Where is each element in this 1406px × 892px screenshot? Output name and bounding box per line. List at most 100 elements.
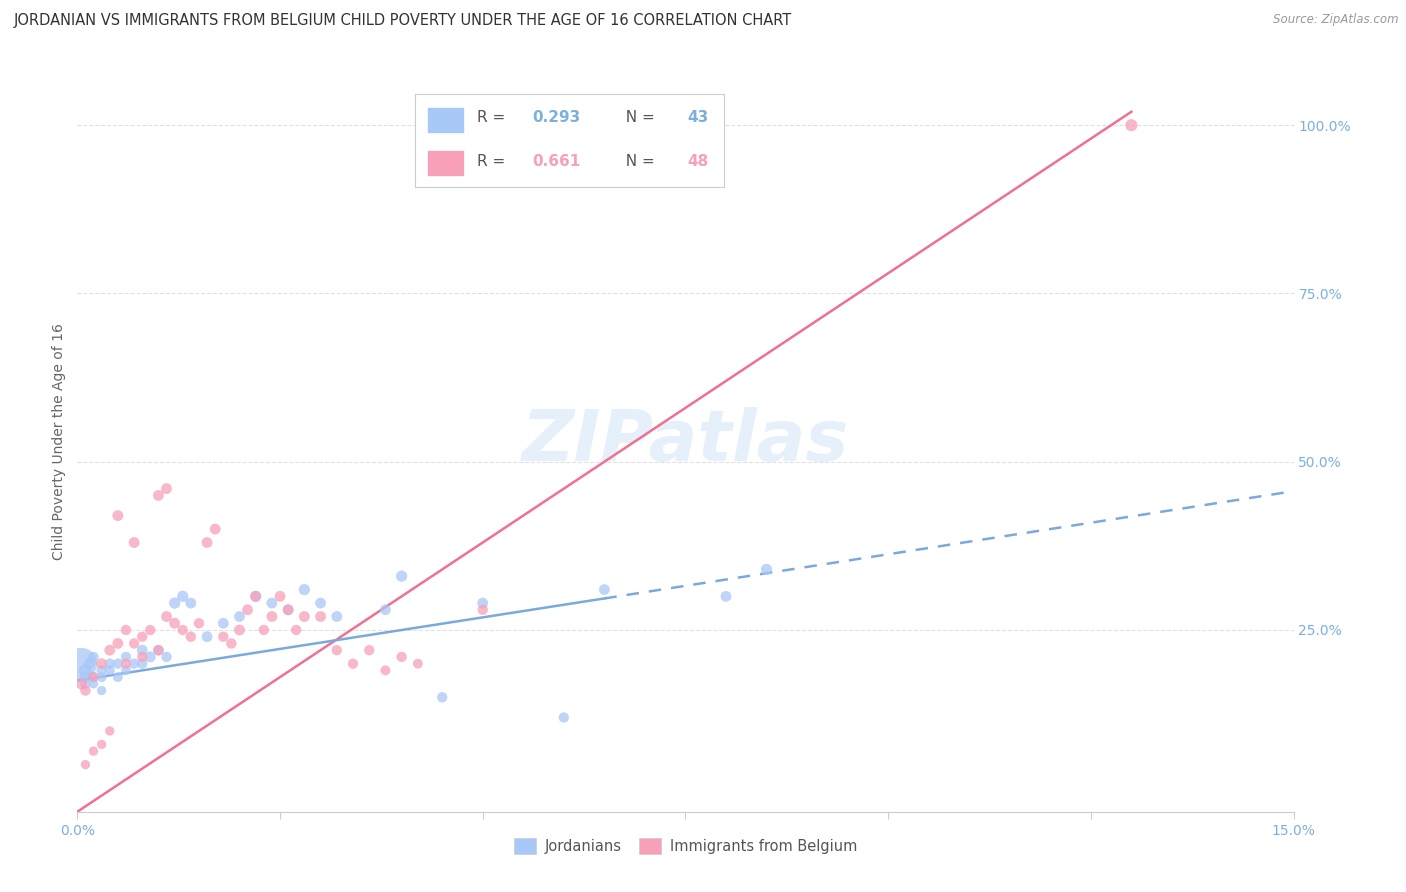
Point — [180, 630, 202, 644]
Point — [115, 649, 138, 664]
Point — [83, 670, 105, 684]
Point — [406, 657, 429, 671]
Point — [245, 590, 267, 604]
Point — [98, 657, 121, 671]
Point — [155, 482, 177, 496]
Point — [269, 590, 291, 604]
Point — [195, 535, 218, 549]
Point — [139, 649, 162, 664]
Point — [75, 677, 97, 691]
Point — [342, 657, 364, 671]
Point — [75, 664, 97, 678]
Point — [90, 657, 112, 671]
Point — [75, 670, 97, 684]
Bar — [427, 107, 464, 133]
Point — [260, 596, 283, 610]
Point — [391, 649, 413, 664]
Point — [172, 590, 194, 604]
Point — [245, 590, 267, 604]
Point — [309, 609, 332, 624]
Point — [139, 623, 162, 637]
Point — [83, 670, 105, 684]
Point — [228, 623, 250, 637]
Text: N =: N = — [616, 153, 659, 169]
Point — [430, 690, 453, 705]
Point — [90, 738, 112, 752]
Point — [115, 623, 138, 637]
Point — [70, 657, 93, 671]
Point — [593, 582, 616, 597]
Point — [75, 757, 97, 772]
Point — [292, 582, 315, 597]
Point — [122, 535, 145, 549]
Point — [163, 596, 186, 610]
Point — [90, 664, 112, 678]
Text: N =: N = — [616, 110, 659, 125]
Point — [253, 623, 276, 637]
Point — [471, 603, 494, 617]
Point — [212, 616, 235, 631]
Point — [83, 649, 105, 664]
Point — [131, 657, 153, 671]
Point — [131, 643, 153, 657]
Point — [285, 623, 308, 637]
Point — [107, 508, 129, 523]
Point — [107, 670, 129, 684]
Point — [115, 657, 138, 671]
Point — [83, 744, 105, 758]
Point — [79, 657, 101, 671]
Point — [90, 683, 112, 698]
Point — [131, 630, 153, 644]
Point — [98, 643, 121, 657]
Point — [359, 643, 381, 657]
Point — [155, 609, 177, 624]
Point — [374, 603, 396, 617]
Point — [553, 710, 575, 724]
Point — [212, 630, 235, 644]
Point — [374, 664, 396, 678]
Point — [292, 609, 315, 624]
Point — [83, 677, 105, 691]
Point — [148, 643, 170, 657]
Point — [309, 596, 332, 610]
Point — [714, 590, 737, 604]
Point — [155, 649, 177, 664]
Point — [180, 596, 202, 610]
Text: R =: R = — [477, 153, 510, 169]
Point — [326, 609, 349, 624]
Point — [107, 636, 129, 650]
Point — [98, 723, 121, 738]
Point — [90, 670, 112, 684]
Point — [391, 569, 413, 583]
Point — [148, 643, 170, 657]
Text: JORDANIAN VS IMMIGRANTS FROM BELGIUM CHILD POVERTY UNDER THE AGE OF 16 CORRELATI: JORDANIAN VS IMMIGRANTS FROM BELGIUM CHI… — [14, 13, 793, 29]
Point — [204, 522, 226, 536]
Point — [188, 616, 211, 631]
Point — [122, 636, 145, 650]
Point — [75, 683, 97, 698]
Text: 48: 48 — [688, 153, 709, 169]
Bar — [427, 150, 464, 176]
Text: ZIPatlas: ZIPatlas — [522, 407, 849, 476]
Point — [70, 677, 93, 691]
Point — [471, 596, 494, 610]
Point — [236, 603, 259, 617]
Point — [260, 609, 283, 624]
Text: 0.661: 0.661 — [533, 153, 581, 169]
Point — [107, 657, 129, 671]
Text: R =: R = — [477, 110, 510, 125]
Y-axis label: Child Poverty Under the Age of 16: Child Poverty Under the Age of 16 — [52, 323, 66, 560]
Point — [277, 603, 299, 617]
Point — [221, 636, 243, 650]
Point — [115, 664, 138, 678]
Point — [163, 616, 186, 631]
Point — [98, 664, 121, 678]
Point — [1121, 118, 1143, 132]
Text: Source: ZipAtlas.com: Source: ZipAtlas.com — [1274, 13, 1399, 27]
Point — [172, 623, 194, 637]
Point — [195, 630, 218, 644]
Legend: Jordanians, Immigrants from Belgium: Jordanians, Immigrants from Belgium — [508, 832, 863, 860]
Point — [755, 562, 778, 576]
Point — [277, 603, 299, 617]
Point — [148, 488, 170, 502]
